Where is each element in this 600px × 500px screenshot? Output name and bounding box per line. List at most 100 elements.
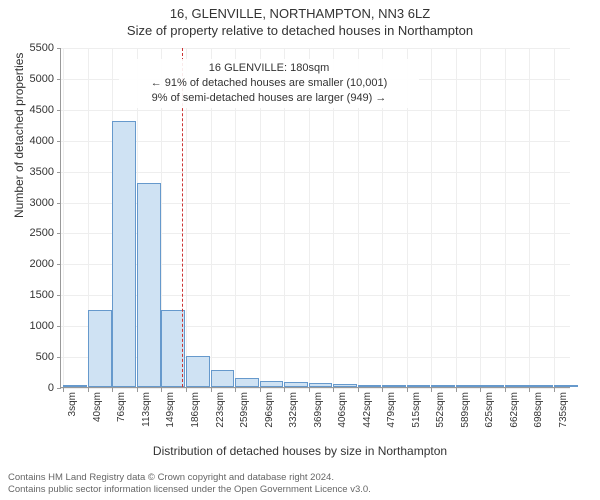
- x-tick-mark: [358, 388, 359, 392]
- x-tick-label: 223sqm: [215, 392, 226, 436]
- x-tick-label: 515sqm: [411, 392, 422, 436]
- y-tick-label: 1500: [14, 289, 54, 301]
- x-tick-label: 369sqm: [313, 392, 324, 436]
- x-tick-mark: [529, 388, 530, 392]
- histogram-bar: [456, 385, 480, 387]
- x-tick-mark: [407, 388, 408, 392]
- y-tick-mark: [57, 141, 61, 142]
- x-tick-mark: [63, 388, 64, 392]
- x-tick-label: 149sqm: [165, 392, 176, 436]
- annotation-line-3: 9% of semi-detached houses are larger (9…: [123, 91, 415, 106]
- histogram-bar: [63, 385, 87, 387]
- x-tick-mark: [186, 388, 187, 392]
- histogram-bar: [505, 385, 529, 387]
- x-tick-mark: [431, 388, 432, 392]
- gridline-vertical: [554, 48, 555, 387]
- y-tick-label: 3500: [14, 166, 54, 178]
- x-tick-mark: [309, 388, 310, 392]
- y-tick-label: 0: [14, 382, 54, 394]
- footer-attribution: Contains HM Land Registry data © Crown c…: [8, 472, 371, 496]
- y-tick-mark: [57, 203, 61, 204]
- gridline-vertical: [431, 48, 432, 387]
- x-tick-mark: [456, 388, 457, 392]
- gridline-vertical: [480, 48, 481, 387]
- y-tick-mark: [57, 295, 61, 296]
- x-tick-label: 332sqm: [288, 392, 299, 436]
- histogram-bar: [529, 385, 553, 387]
- x-tick-mark: [161, 388, 162, 392]
- plot-area: 3sqm40sqm76sqm113sqm149sqm186sqm223sqm25…: [60, 48, 570, 388]
- y-tick-label: 4000: [14, 135, 54, 147]
- annotation-line-2: ← 91% of detached houses are smaller (10…: [123, 76, 415, 91]
- y-tick-label: 500: [14, 351, 54, 363]
- histogram-bar: [358, 385, 382, 387]
- histogram-bar: [112, 121, 136, 387]
- x-tick-mark: [333, 388, 334, 392]
- y-tick-label: 1000: [14, 320, 54, 332]
- x-tick-mark: [137, 388, 138, 392]
- histogram-bar: [235, 378, 259, 387]
- x-tick-label: 113sqm: [141, 392, 152, 436]
- x-tick-label: 442sqm: [362, 392, 373, 436]
- x-tick-label: 296sqm: [264, 392, 275, 436]
- x-tick-label: 40sqm: [92, 392, 103, 436]
- histogram-bar: [284, 382, 308, 387]
- histogram-bar: [260, 381, 284, 387]
- x-tick-mark: [284, 388, 285, 392]
- x-axis-label: Distribution of detached houses by size …: [0, 444, 600, 458]
- x-tick-label: 479sqm: [386, 392, 397, 436]
- histogram-bar: [382, 385, 406, 387]
- x-tick-label: 552sqm: [435, 392, 446, 436]
- x-tick-label: 662sqm: [509, 392, 520, 436]
- x-tick-label: 3sqm: [67, 392, 78, 436]
- annotation-line-1: 16 GLENVILLE: 180sqm: [123, 61, 415, 76]
- y-tick-mark: [57, 48, 61, 49]
- x-tick-label: 259sqm: [239, 392, 250, 436]
- gridline-vertical: [529, 48, 530, 387]
- footer-line-1: Contains HM Land Registry data © Crown c…: [8, 472, 371, 484]
- y-tick-mark: [57, 172, 61, 173]
- histogram-bar: [431, 385, 455, 387]
- y-tick-label: 5000: [14, 73, 54, 85]
- y-tick-label: 5500: [14, 42, 54, 54]
- x-tick-mark: [211, 388, 212, 392]
- gridline-vertical: [456, 48, 457, 387]
- histogram-bar: [407, 385, 431, 387]
- histogram-bar: [137, 183, 161, 387]
- histogram-bar: [186, 356, 210, 387]
- x-tick-label: 735sqm: [558, 392, 569, 436]
- gridline-vertical: [505, 48, 506, 387]
- x-tick-mark: [235, 388, 236, 392]
- x-tick-mark: [112, 388, 113, 392]
- histogram-bar: [211, 370, 235, 387]
- y-tick-mark: [57, 326, 61, 327]
- page-title: 16, GLENVILLE, NORTHAMPTON, NN3 6LZ: [0, 6, 600, 21]
- histogram-bar: [480, 385, 504, 387]
- histogram-bar: [88, 310, 112, 387]
- x-tick-mark: [554, 388, 555, 392]
- x-tick-mark: [88, 388, 89, 392]
- gridline-vertical: [63, 48, 64, 387]
- y-tick-mark: [57, 110, 61, 111]
- annotation-box: 16 GLENVILLE: 180sqm← 91% of detached ho…: [119, 59, 419, 108]
- y-tick-label: 2500: [14, 227, 54, 239]
- x-tick-mark: [480, 388, 481, 392]
- histogram-bar: [309, 383, 333, 387]
- x-tick-label: 589sqm: [460, 392, 471, 436]
- y-tick-mark: [57, 264, 61, 265]
- x-tick-label: 698sqm: [533, 392, 544, 436]
- footer-line-2: Contains public sector information licen…: [8, 484, 371, 496]
- x-tick-label: 406sqm: [337, 392, 348, 436]
- x-tick-label: 76sqm: [116, 392, 127, 436]
- y-tick-mark: [57, 233, 61, 234]
- y-tick-label: 2000: [14, 258, 54, 270]
- y-tick-mark: [57, 357, 61, 358]
- histogram-bar: [554, 385, 578, 387]
- x-tick-mark: [260, 388, 261, 392]
- histogram-bar: [333, 384, 357, 387]
- x-tick-mark: [382, 388, 383, 392]
- chart-container: 3sqm40sqm76sqm113sqm149sqm186sqm223sqm25…: [60, 48, 570, 418]
- page-subtitle: Size of property relative to detached ho…: [0, 23, 600, 38]
- x-tick-label: 186sqm: [190, 392, 201, 436]
- x-tick-label: 625sqm: [484, 392, 495, 436]
